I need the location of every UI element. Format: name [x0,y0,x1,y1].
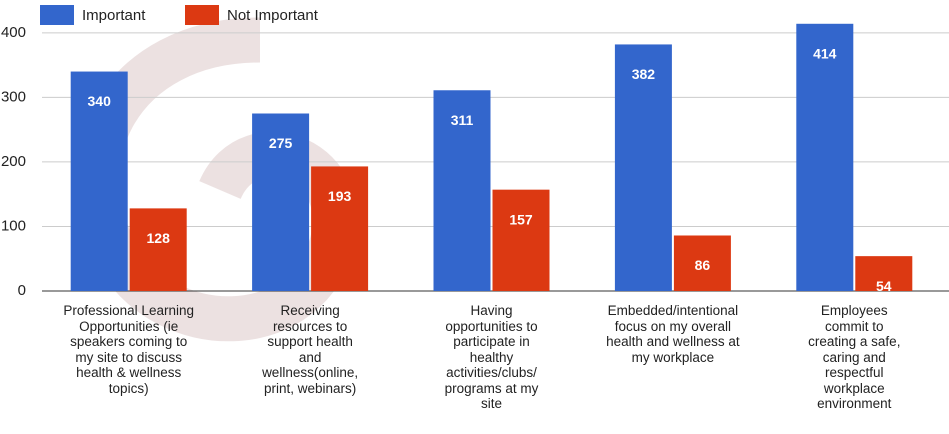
legend-label: Important [82,7,146,24]
bar-value-label: 86 [695,257,711,273]
bar-value-label: 382 [632,66,656,82]
bar-value-label: 157 [509,211,533,227]
bar-value-label: 275 [269,135,293,151]
y-tick-label: 300 [1,88,26,105]
bar [673,235,731,291]
bar [492,189,550,291]
bar [70,71,128,291]
bar [311,166,369,291]
y-tick-label: 0 [18,282,26,299]
bar [433,90,491,291]
bar [855,256,913,291]
bar-value-label: 193 [328,188,352,204]
bar-value-label: 414 [813,45,837,61]
legend-swatch [185,5,219,25]
bar [129,208,187,291]
bar-value-label: 54 [876,278,892,294]
x-tick-label: Having opportunities to participate in h… [444,303,539,411]
x-tick-label: Embedded/intentional focus on my overall… [606,303,740,365]
y-tick-label: 200 [1,153,26,170]
x-tick-label: Professional Learning Opportunities (ie … [63,303,194,396]
bar-value-label: 311 [451,112,474,128]
y-tick-label: 400 [1,24,26,41]
y-tick-label: 100 [1,217,26,234]
bar [614,44,672,291]
legend-label: Not Important [227,7,319,24]
x-tick-label: Receiving resources to support health an… [262,303,359,396]
x-tick-label: Employees commit to creating a safe, car… [808,303,901,411]
bar [796,23,854,291]
bar-value-label: 128 [147,230,171,246]
bar-value-label: 340 [88,93,112,109]
legend-swatch [40,5,74,25]
bar [252,113,310,291]
